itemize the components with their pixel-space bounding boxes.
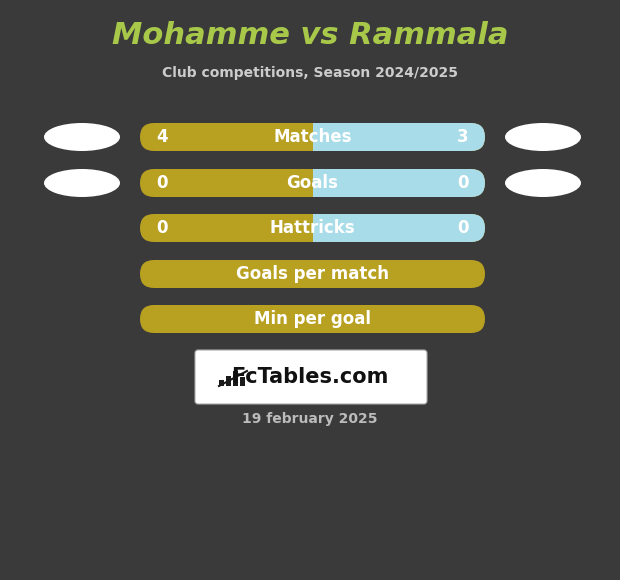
Text: 3: 3 <box>458 128 469 146</box>
FancyBboxPatch shape <box>312 214 485 242</box>
Bar <box>312 123 327 151</box>
Bar <box>312 169 327 197</box>
Text: Club competitions, Season 2024/2025: Club competitions, Season 2024/2025 <box>162 66 458 80</box>
Ellipse shape <box>505 169 581 197</box>
Bar <box>312 214 327 242</box>
Text: 0: 0 <box>458 174 469 192</box>
Text: 0: 0 <box>156 219 167 237</box>
Bar <box>240 377 245 386</box>
Ellipse shape <box>505 123 581 151</box>
Text: Matches: Matches <box>273 128 352 146</box>
Bar <box>226 376 231 386</box>
Text: FcTables.com: FcTables.com <box>231 367 389 387</box>
Text: 0: 0 <box>156 174 167 192</box>
Ellipse shape <box>44 169 120 197</box>
FancyBboxPatch shape <box>140 305 485 333</box>
Text: Goals per match: Goals per match <box>236 265 389 283</box>
Text: Mohamme vs Rammala: Mohamme vs Rammala <box>112 20 508 49</box>
FancyBboxPatch shape <box>140 214 485 242</box>
Ellipse shape <box>44 123 120 151</box>
FancyBboxPatch shape <box>140 169 485 197</box>
Text: Min per goal: Min per goal <box>254 310 371 328</box>
Text: 4: 4 <box>156 128 167 146</box>
Text: Hattricks: Hattricks <box>270 219 355 237</box>
FancyBboxPatch shape <box>140 123 485 151</box>
Text: 0: 0 <box>458 219 469 237</box>
FancyBboxPatch shape <box>312 123 485 151</box>
Text: Goals: Goals <box>286 174 339 192</box>
FancyBboxPatch shape <box>140 260 485 288</box>
Bar <box>233 371 238 386</box>
Bar <box>219 380 224 386</box>
Text: 19 february 2025: 19 february 2025 <box>242 412 378 426</box>
FancyBboxPatch shape <box>312 169 485 197</box>
FancyBboxPatch shape <box>195 350 427 404</box>
